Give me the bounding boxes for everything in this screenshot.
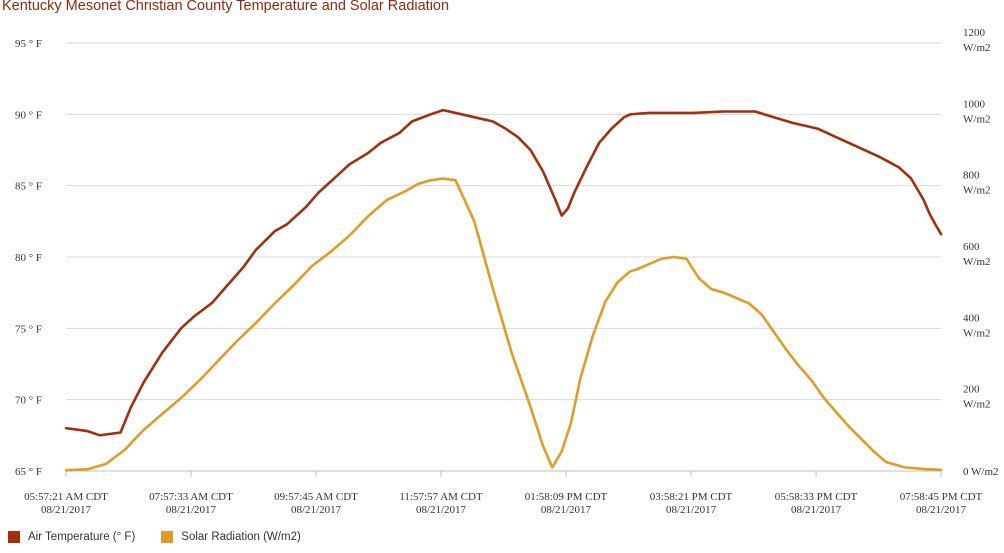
y-right-tick-unit: W/m2 (963, 42, 991, 54)
y-right-tick-label: 1200 (963, 27, 986, 39)
x-tick-label-time: 11:57:57 AM CDT (399, 491, 483, 503)
legend: Air Temperature (° F) Solar Radiation (W… (8, 528, 327, 546)
y-left-tick-label: 70 ° F (15, 395, 42, 407)
x-tick-label-time: 03:58:21 PM CDT (650, 491, 733, 503)
x-tick-label-date: 08/21/2017 (916, 504, 967, 516)
legend-item-solar[interactable]: Solar Radiation (W/m2) (161, 531, 301, 543)
y-right-tick-label: 1000 (963, 98, 986, 110)
y-left-tick-label: 65 ° F (15, 466, 42, 478)
series-line-air-temperature (64, 108, 943, 437)
y-right-tick-label: 0 W/m2 (963, 466, 999, 478)
y-left-tick-label: 95 ° F (15, 38, 42, 50)
chart-title: Kentucky Mesonet Christian County Temper… (2, 0, 450, 14)
y-right-tick-label: 800 (963, 170, 980, 182)
x-tick-label-date: 08/21/2017 (166, 504, 217, 516)
y-right-tick-label: 400 (963, 312, 980, 324)
y-right-tick-unit: W/m2 (963, 113, 991, 125)
y-left-tick-label: 80 ° F (15, 252, 42, 264)
x-tick-label-time: 05:57:21 AM CDT (24, 491, 108, 503)
x-tick-label-time: 09:57:45 AM CDT (274, 491, 358, 503)
x-tick-label-date: 08/21/2017 (541, 504, 592, 516)
legend-swatch-temperature (8, 531, 20, 543)
legend-item-temperature[interactable]: Air Temperature (° F) (8, 531, 135, 543)
x-tick-label-date: 08/21/2017 (791, 504, 842, 516)
y-left-tick-label: 85 ° F (15, 181, 42, 193)
x-tick-label-date: 08/21/2017 (666, 504, 717, 516)
legend-label-temperature: Air Temperature (° F) (28, 531, 136, 543)
series-line-solar-radiation (64, 177, 943, 472)
x-tick-label-time: 05:58:33 PM CDT (775, 491, 858, 503)
legend-label-solar: Solar Radiation (W/m2) (181, 531, 301, 543)
y-left-tick-label: 90 ° F (15, 109, 42, 121)
y-right-tick-label: 200 (963, 384, 980, 396)
y-left-tick-label: 75 ° F (15, 323, 42, 335)
y-right-tick-unit: W/m2 (963, 256, 991, 268)
y-right-tick-unit: W/m2 (963, 327, 991, 339)
y-right-tick-label: 600 (963, 241, 980, 253)
x-tick-label-time: 07:58:45 PM CDT (900, 491, 983, 503)
x-tick-label-time: 01:58:09 PM CDT (525, 491, 608, 503)
x-tick-label-date: 08/21/2017 (291, 504, 342, 516)
x-tick-label-time: 07:57:33 AM CDT (149, 491, 233, 503)
x-tick-label-date: 08/21/2017 (416, 504, 467, 516)
y-right-tick-unit: W/m2 (963, 399, 991, 411)
y-right-tick-unit: W/m2 (963, 185, 991, 197)
legend-swatch-solar (161, 531, 174, 543)
x-tick-label-date: 08/21/2017 (41, 504, 92, 516)
